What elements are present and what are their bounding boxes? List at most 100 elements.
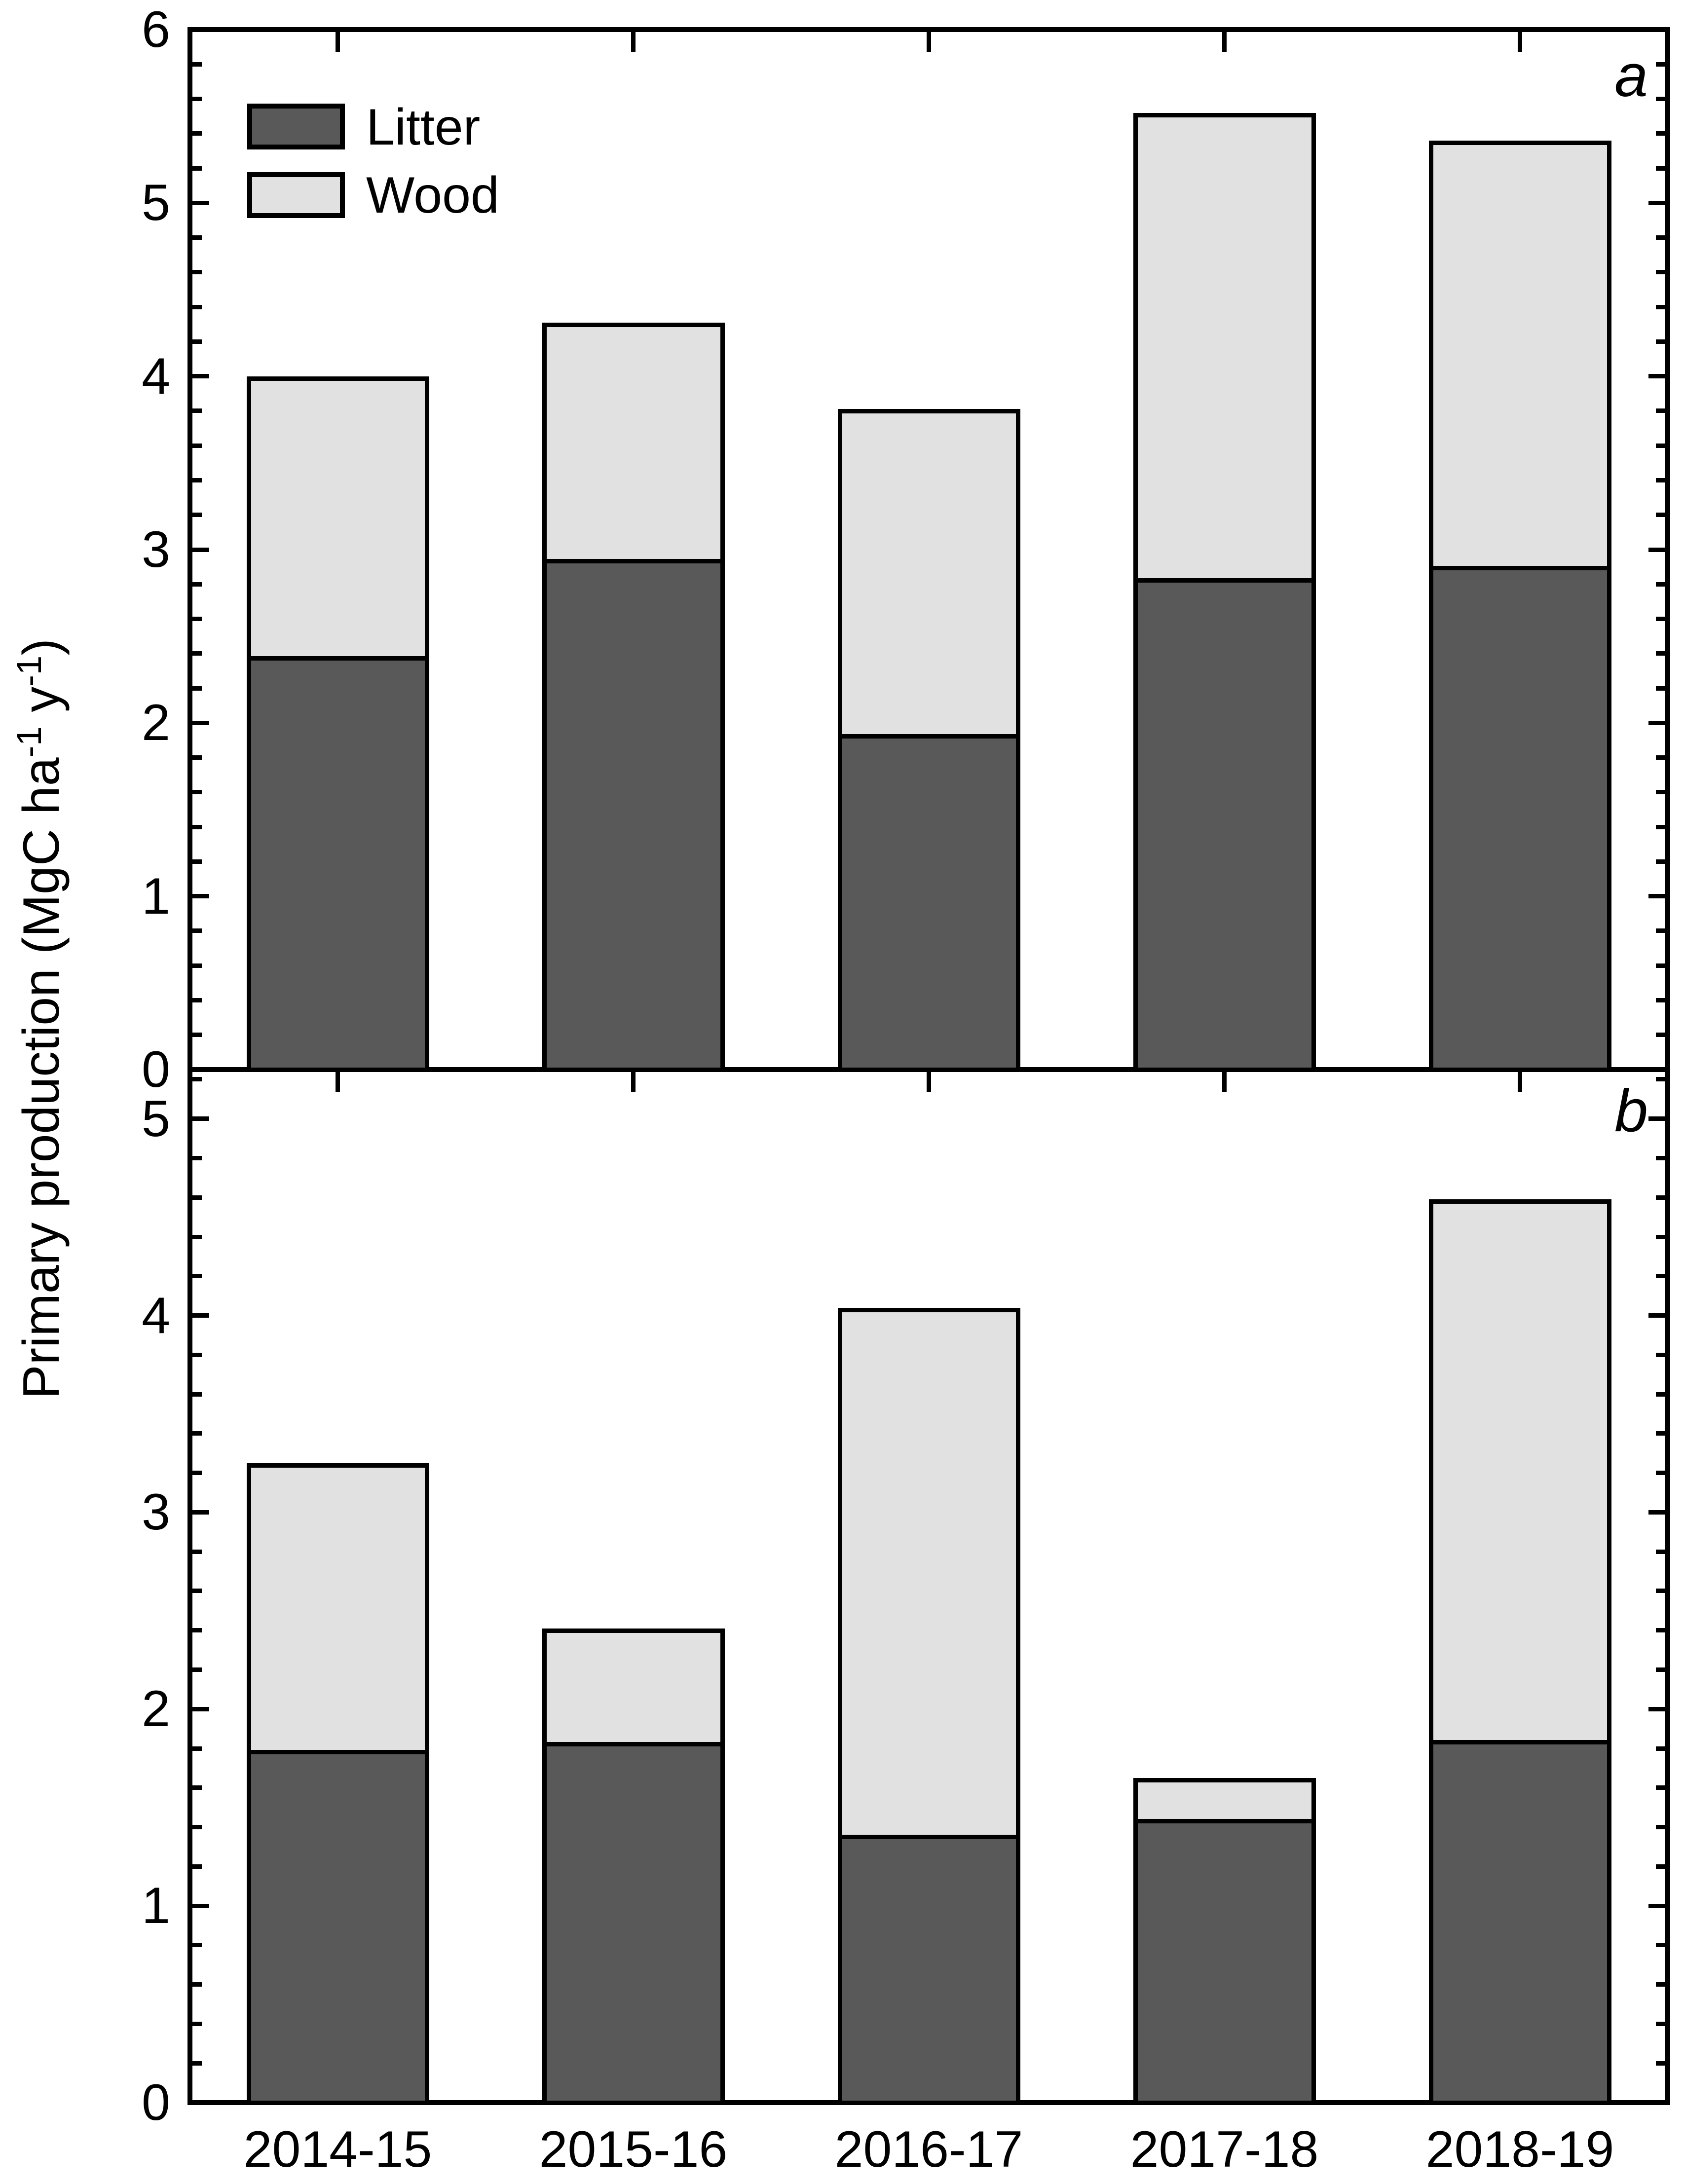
y-minor-tick (1656, 1274, 1665, 1279)
y-major-tick (192, 200, 209, 205)
y-minor-tick (1656, 651, 1665, 656)
y-minor-tick (1656, 859, 1665, 864)
x-category-tick (1518, 32, 1522, 52)
legend-swatch-litter (247, 104, 345, 149)
y-minor-tick (1656, 339, 1665, 344)
x-category-tick (631, 32, 636, 52)
y-minor-tick (192, 2021, 202, 2026)
y-minor-tick (192, 1077, 202, 1082)
y-minor-tick (1656, 1352, 1665, 1357)
y-minor-tick (1656, 131, 1665, 136)
y-major-tick (192, 1706, 209, 1711)
bar-segment-wood (542, 1628, 725, 1747)
y-tick-label: 2 (142, 694, 170, 752)
bar-segment-litter (246, 660, 429, 1072)
y-minor-tick (1656, 755, 1665, 760)
y-minor-tick (192, 928, 202, 933)
y-minor-tick (1656, 928, 1665, 933)
y-minor-tick (1656, 1943, 1665, 1948)
y-minor-tick (1656, 304, 1665, 309)
y-major-tick (1648, 200, 1665, 205)
y-minor-tick (192, 1352, 202, 1357)
y-major-tick (1648, 374, 1665, 379)
bar-segment-wood (246, 376, 429, 661)
y-major-tick (1648, 894, 1665, 899)
y-minor-tick (192, 686, 202, 691)
y-minor-tick (192, 1234, 202, 1239)
y-minor-tick (1656, 1667, 1665, 1672)
y-minor-tick (1656, 1155, 1665, 1160)
y-minor-tick (192, 443, 202, 448)
bar-segment-litter (542, 563, 725, 1072)
y-major-tick (1648, 547, 1665, 552)
x-category-tick (1518, 1072, 1522, 1092)
y-tick-label: 1 (142, 867, 170, 925)
y-major-tick (192, 547, 209, 552)
x-category-tick (336, 1072, 340, 1092)
bar-segment-wood (1133, 112, 1316, 583)
y-minor-tick (192, 1274, 202, 1279)
x-category-tick (1222, 32, 1227, 52)
y-minor-tick (1656, 1549, 1665, 1554)
y-minor-tick (192, 1392, 202, 1397)
legend-swatch-wood (247, 172, 345, 218)
y-major-tick (192, 720, 209, 725)
y-minor-tick (192, 270, 202, 275)
y-minor-tick (192, 824, 202, 829)
y-major-tick (192, 894, 209, 899)
y-minor-tick (192, 1982, 202, 1987)
bar-segment-litter (837, 1839, 1020, 2105)
y-major-tick (192, 1067, 209, 1072)
y-minor-tick (1656, 1864, 1665, 1869)
y-minor-tick (1656, 166, 1665, 171)
y-minor-tick (192, 478, 202, 482)
y-minor-tick (1656, 2061, 1665, 2066)
y-minor-tick (1656, 1033, 1665, 1037)
y-minor-tick (192, 859, 202, 864)
y-major-tick (1648, 1067, 1665, 1072)
y-minor-tick (1656, 1589, 1665, 1593)
y-minor-tick (1656, 790, 1665, 795)
bar-segment-litter (246, 1754, 429, 2105)
y-minor-tick (192, 1431, 202, 1436)
y-minor-tick (192, 1589, 202, 1593)
y-minor-tick (192, 97, 202, 102)
y-tick-label: 0 (142, 2074, 170, 2131)
y-minor-tick (192, 1785, 202, 1790)
y-minor-tick (1656, 478, 1665, 482)
y-minor-tick (1656, 824, 1665, 829)
bar-segment-litter (1428, 570, 1611, 1072)
y-minor-tick (1656, 963, 1665, 968)
y-minor-tick (192, 1195, 202, 1200)
y-tick-label: 0 (142, 1041, 170, 1098)
y-minor-tick (1656, 1471, 1665, 1476)
y-minor-tick (1656, 270, 1665, 275)
y-major-tick (1648, 1313, 1665, 1318)
legend-label-wood: Wood (366, 167, 499, 224)
legend-label-litter: Litter (366, 99, 481, 156)
y-major-tick (1648, 720, 1665, 725)
y-tick-label: 3 (142, 521, 170, 578)
y-minor-tick (1656, 1982, 1665, 1987)
y-minor-tick (192, 131, 202, 136)
y-minor-tick (192, 339, 202, 344)
bar-segment-litter (1133, 1823, 1316, 2105)
y-minor-tick (1656, 998, 1665, 1002)
y-minor-tick (1656, 2021, 1665, 2026)
y-minor-tick (1656, 1195, 1665, 1200)
y-minor-tick (1656, 1628, 1665, 1633)
y-minor-tick (1656, 513, 1665, 518)
y-minor-tick (1656, 1431, 1665, 1436)
bar-segment-wood (1428, 1199, 1611, 1745)
bar-segment-wood (837, 1307, 1020, 1839)
y-major-tick (1648, 1706, 1665, 1711)
y-tick-label: 3 (142, 1483, 170, 1541)
y-tick-label: 4 (142, 1287, 170, 1344)
y-tick-label: 5 (142, 1090, 170, 1148)
bar-segment-litter (837, 738, 1020, 1072)
y-minor-tick (1656, 582, 1665, 587)
y-minor-tick (1656, 686, 1665, 691)
y-axis-title: Primary production (MgC ha-1 y-1) (9, 638, 70, 1399)
bar-segment-wood (837, 409, 1020, 739)
y-minor-tick (192, 998, 202, 1002)
